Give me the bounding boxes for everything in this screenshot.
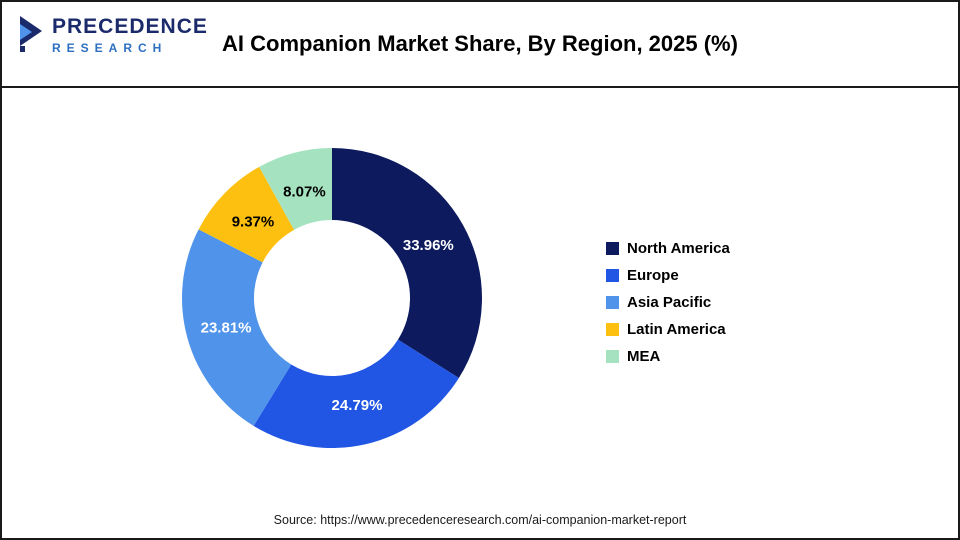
source-note: Source: https://www.precedenceresearch.c…	[273, 513, 687, 527]
legend-item-asia-pacific: Asia Pacific	[606, 294, 730, 311]
logo-word-research: RESEARCH	[52, 41, 168, 55]
legend-item-north-america: North America	[606, 240, 730, 257]
legend-label: Europe	[627, 267, 679, 284]
legend-item-mea: MEA	[606, 348, 730, 365]
slice-value-label: 8.07%	[283, 184, 326, 201]
donut-slice-latin-america	[198, 166, 295, 263]
slice-value-label: 9.37%	[232, 213, 275, 230]
legend-label: MEA	[627, 348, 661, 365]
legend-label: Latin America	[627, 321, 726, 338]
precedence-logo-text: PRECEDENCE RESEARCH	[52, 16, 208, 54]
legend-swatch	[606, 323, 619, 336]
legend-swatch	[606, 269, 619, 282]
precedence-logo: PRECEDENCE RESEARCH	[18, 16, 208, 54]
precedence-logo-icon	[20, 16, 42, 52]
donut-chart: 33.96% 24.79% 23.81% 9.37% 8.07%	[181, 148, 482, 448]
slice-value-label: 33.96%	[403, 237, 454, 254]
donut-slice-mea	[259, 148, 332, 230]
chart-legend: North America Europe Asia Pacific Latin Ame…	[606, 240, 730, 365]
slice-value-label: 23.81%	[201, 320, 252, 337]
page-title: AI Companion Market Share, By Region, 20…	[222, 31, 738, 56]
legend-swatch	[606, 242, 619, 255]
legend-swatch	[606, 350, 619, 363]
legend-label: North America	[627, 240, 730, 257]
donut-slice-asia-pacific	[181, 229, 292, 426]
donut-slice-north-america	[332, 148, 482, 379]
slice-value-label: 24.79%	[332, 397, 383, 414]
legend-swatch	[606, 296, 619, 309]
legend-label: Asia Pacific	[627, 294, 712, 311]
legend-item-latin-america: Latin America	[606, 321, 730, 338]
header: PRECEDENCE RESEARCH AI Companion Market …	[2, 2, 958, 88]
donut-slice-europe	[253, 339, 459, 448]
logo-word-precedence: PRECEDENCE	[52, 15, 208, 38]
chart-area: 33.96% 24.79% 23.81% 9.37% 8.07% North Ameri…	[2, 88, 958, 538]
legend-item-europe: Europe	[606, 267, 730, 284]
